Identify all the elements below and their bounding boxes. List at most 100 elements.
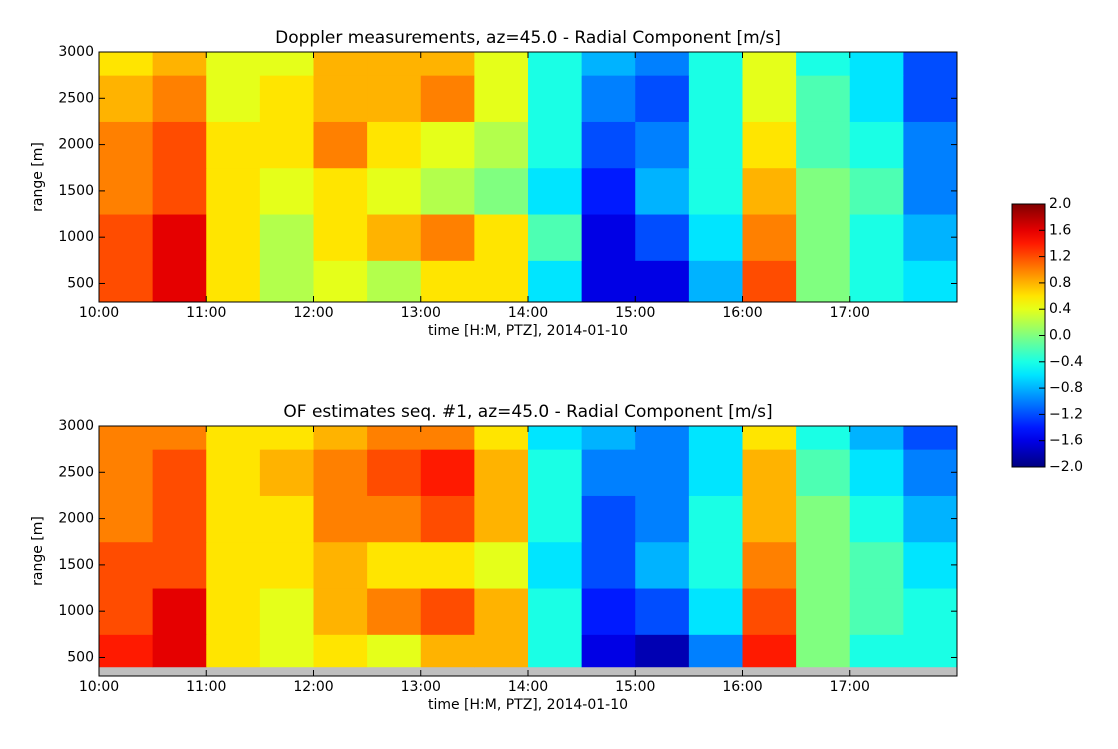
heatmap-cell [903,260,958,303]
heatmap-cell [688,167,743,215]
heatmap-cell [849,260,904,303]
heatmap-cell [581,449,636,496]
heatmap-cell [742,634,797,668]
heatmap-cell [99,449,154,496]
heatmap-cell [796,634,851,668]
y-tick-label: 1500 [58,183,94,199]
heatmap-cell [206,426,261,450]
heatmap-cell [420,449,475,496]
x-tick-label: 13:00 [401,305,441,321]
heatmap-cell [474,167,529,215]
y-tick-label: 1000 [58,603,94,619]
heatmap-cell [528,121,583,169]
x-tick-label: 14:00 [508,679,548,695]
heatmap-cell [688,588,743,635]
heatmap-cell [849,121,904,169]
heatmap-cell [259,121,314,169]
y-tick-label: 2500 [58,464,94,480]
heatmap-cell [99,214,154,261]
heatmap-cell [688,449,743,496]
heatmap-cell [796,75,851,122]
heatmap-cell [635,495,690,543]
heatmap-cell [581,426,636,450]
x-tick-label: 15:00 [615,305,655,321]
heatmap-cell [313,588,368,635]
heatmap-cell [152,52,207,76]
heatmap-cell [688,75,743,122]
heatmap-cell [581,214,636,261]
heatmap-cell [688,214,743,261]
x-tick-label: 10:00 [79,679,119,695]
heatmap-cell [528,588,583,635]
chart-title: OF estimates seq. #1, az=45.0 - Radial C… [283,402,772,422]
heatmap-cell [259,449,314,496]
heatmap-cell [259,588,314,635]
heatmap-cell [849,449,904,496]
heatmap-cell [688,495,743,543]
heatmap-cell [903,588,958,635]
heatmap-cell [796,495,851,543]
heatmap-cell [367,75,422,122]
heatmap-cell [742,260,797,303]
heatmap-cell [796,52,851,76]
heatmap-cell [152,75,207,122]
heatmap-cell [796,449,851,496]
heatmap-cell [367,121,422,169]
y-axis-label: range [m] [30,142,46,212]
x-tick-label: 12:00 [293,679,333,695]
heatmap-cell [99,495,154,543]
heatmap-cell [420,634,475,668]
heatmap-cell [474,52,529,76]
heatmap-cell [206,52,261,76]
heatmap-cell [688,121,743,169]
heatmap-cell [420,52,475,76]
heatmap-cell [206,75,261,122]
x-tick-label: 16:00 [722,305,762,321]
heatmap-cell [152,588,207,635]
heatmap-cell [849,426,904,450]
heatmap-cell [796,588,851,635]
heatmap-cell [849,495,904,543]
y-tick-label: 2000 [58,511,94,527]
heatmap-cell [259,541,314,589]
heatmap-cell [420,541,475,589]
heatmap-cell [903,167,958,215]
heatmap-cell [796,426,851,450]
heatmap-cell [367,495,422,543]
heatmap-cell [635,449,690,496]
heatmap-cell [474,495,529,543]
heatmap-cell [903,75,958,122]
heatmap-cell [474,214,529,261]
heatmap-cell [206,167,261,215]
heatmap-cell [420,75,475,122]
heatmap-cell [259,214,314,261]
heatmap-cell [903,449,958,496]
chart-title: Doppler measurements, az=45.0 - Radial C… [275,28,781,48]
heatmap-cell [528,75,583,122]
heatmap-cell [742,495,797,543]
heatmap-cell [99,588,154,635]
heatmap-cell [742,541,797,589]
heatmap-cell [849,75,904,122]
heatmap-cell [474,121,529,169]
heatmap-cell [99,75,154,122]
heatmap-cell [581,495,636,543]
colorbar-tick-label: 0.0 [1049,328,1071,344]
heatmap-cell [635,541,690,589]
heatmap-cell [742,167,797,215]
heatmap-cell [313,541,368,589]
colorbar-tick-label: −0.8 [1049,380,1083,396]
heatmap-cell [259,260,314,303]
heatmap-cell [903,634,958,668]
y-tick-label: 1000 [58,229,94,245]
heatmap-cell [688,260,743,303]
heatmap-cell [367,426,422,450]
heatmap-cell [581,634,636,668]
heatmap-cell [849,214,904,261]
heatmap-cell [313,260,368,303]
heatmap-cell [313,214,368,261]
heatmap-cell [635,52,690,76]
heatmap-cell [635,121,690,169]
heatmap-cell [903,495,958,543]
heatmap-cell [313,167,368,215]
